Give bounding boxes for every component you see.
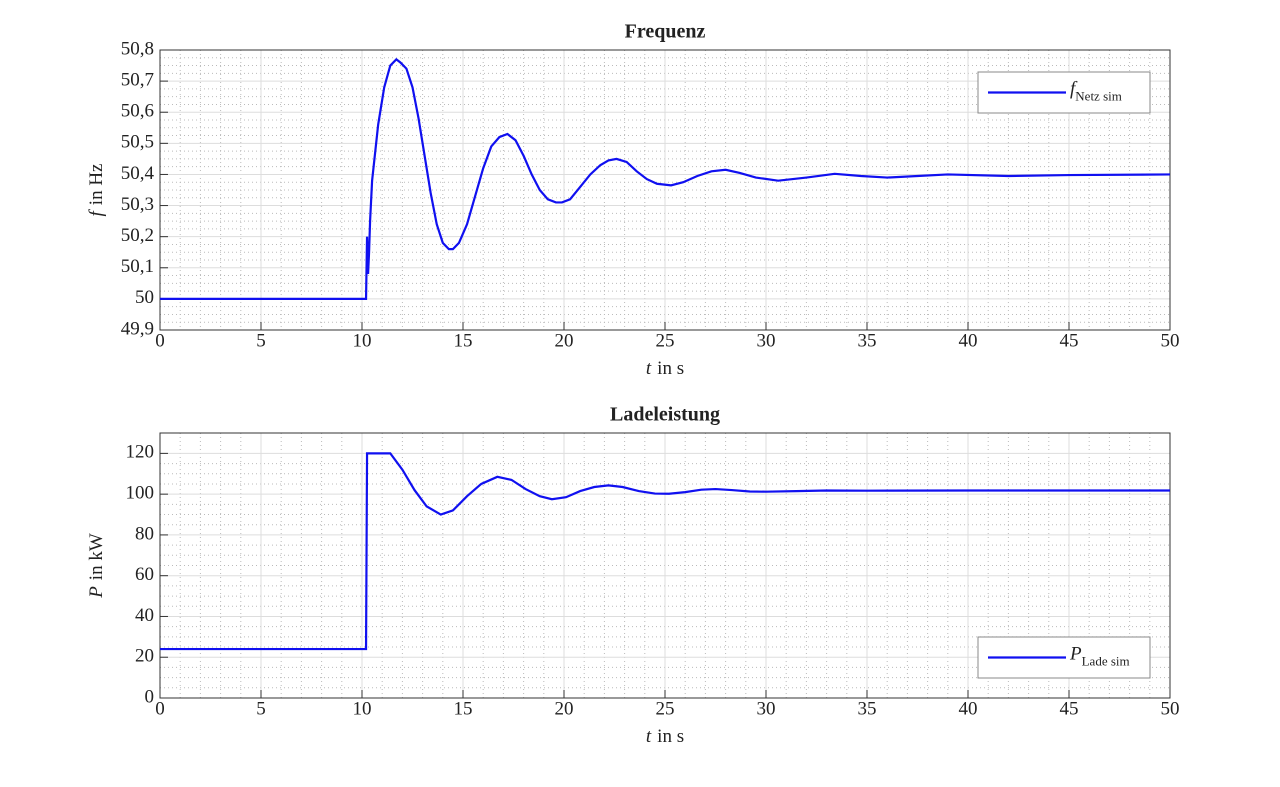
x-tick-label: 50 xyxy=(1161,330,1180,351)
legend-symbol: P xyxy=(1069,644,1082,665)
y-tick-label: 50,7 xyxy=(121,69,154,90)
x-tick-label: 20 xyxy=(555,330,574,351)
x-tick-label: 15 xyxy=(454,698,473,719)
y-tick-label: 49,9 xyxy=(121,318,154,339)
y-tick-label: 50,3 xyxy=(121,194,154,215)
x-tick-label: 0 xyxy=(155,698,165,719)
x-tick-label: 5 xyxy=(256,330,266,351)
legend-symbol: f xyxy=(1070,79,1078,100)
series-line xyxy=(160,57,1171,300)
axes-box xyxy=(159,432,1171,699)
y-tick-label: 50 xyxy=(135,287,154,308)
x-tick-label: 25 xyxy=(656,330,675,351)
y-tick-label: 50,4 xyxy=(121,163,155,184)
x-tick-label: 30 xyxy=(757,698,776,719)
y-tick-label: 50,1 xyxy=(121,256,154,277)
x-tick-label: 20 xyxy=(555,698,574,719)
y-tick-label: 50,2 xyxy=(121,225,154,246)
x-axis-text: in s xyxy=(657,358,684,379)
y-axis-text: in Hz xyxy=(86,164,107,206)
x-axis-label: t in s xyxy=(646,358,684,379)
y-tick-label: 60 xyxy=(135,564,154,585)
x-tick-label: 45 xyxy=(1060,330,1079,351)
y-tick-label: 50,8 xyxy=(121,38,154,59)
x-axis-symbol: t xyxy=(646,358,652,379)
chart-title: Frequenz xyxy=(625,21,706,43)
x-tick-label: 50 xyxy=(1161,698,1180,719)
x-tick-label: 10 xyxy=(353,330,372,351)
x-tick-label: 40 xyxy=(959,330,978,351)
y-tick-label: 40 xyxy=(135,605,154,626)
y-tick-label: 120 xyxy=(126,442,155,463)
y-tick-label: 20 xyxy=(135,646,154,667)
chart-title: Ladeleistung xyxy=(610,404,720,426)
x-tick-label: 35 xyxy=(858,330,877,351)
x-tick-label: 35 xyxy=(858,698,877,719)
x-axis-text: in s xyxy=(657,726,684,747)
x-tick-label: 45 xyxy=(1060,698,1079,719)
series-line xyxy=(160,452,1170,651)
y-tick-label: 80 xyxy=(135,523,154,544)
y-tick-label: 100 xyxy=(126,483,155,504)
y-tick-label: 50,6 xyxy=(121,101,154,122)
y-axis-label: f in Hz xyxy=(86,164,107,217)
y-tick-label: 0 xyxy=(145,686,155,707)
y-axis-symbol: P xyxy=(86,586,107,599)
x-axis-symbol: t xyxy=(646,726,652,747)
x-tick-label: 5 xyxy=(256,698,266,719)
y-axis-label: Pin kW xyxy=(86,533,107,599)
legend-subscript: Netz sim xyxy=(1075,88,1122,103)
x-tick-label: 25 xyxy=(656,698,675,719)
x-tick-label: 30 xyxy=(757,330,776,351)
x-tick-label: 15 xyxy=(454,330,473,351)
y-axis-symbol: f xyxy=(86,208,107,216)
y-tick-label: 50,5 xyxy=(121,132,154,153)
axes-box xyxy=(159,49,1171,331)
y-axis-text: in kW xyxy=(86,533,107,580)
legend-label: fNetz sim xyxy=(1070,79,1122,104)
legend-label: PLade sim xyxy=(1069,644,1130,669)
x-axis-label: t in s xyxy=(646,726,684,747)
x-tick-label: 40 xyxy=(959,698,978,719)
x-tick-label: 0 xyxy=(155,330,165,351)
legend-subscript: Lade sim xyxy=(1082,653,1130,668)
x-tick-label: 10 xyxy=(353,698,372,719)
